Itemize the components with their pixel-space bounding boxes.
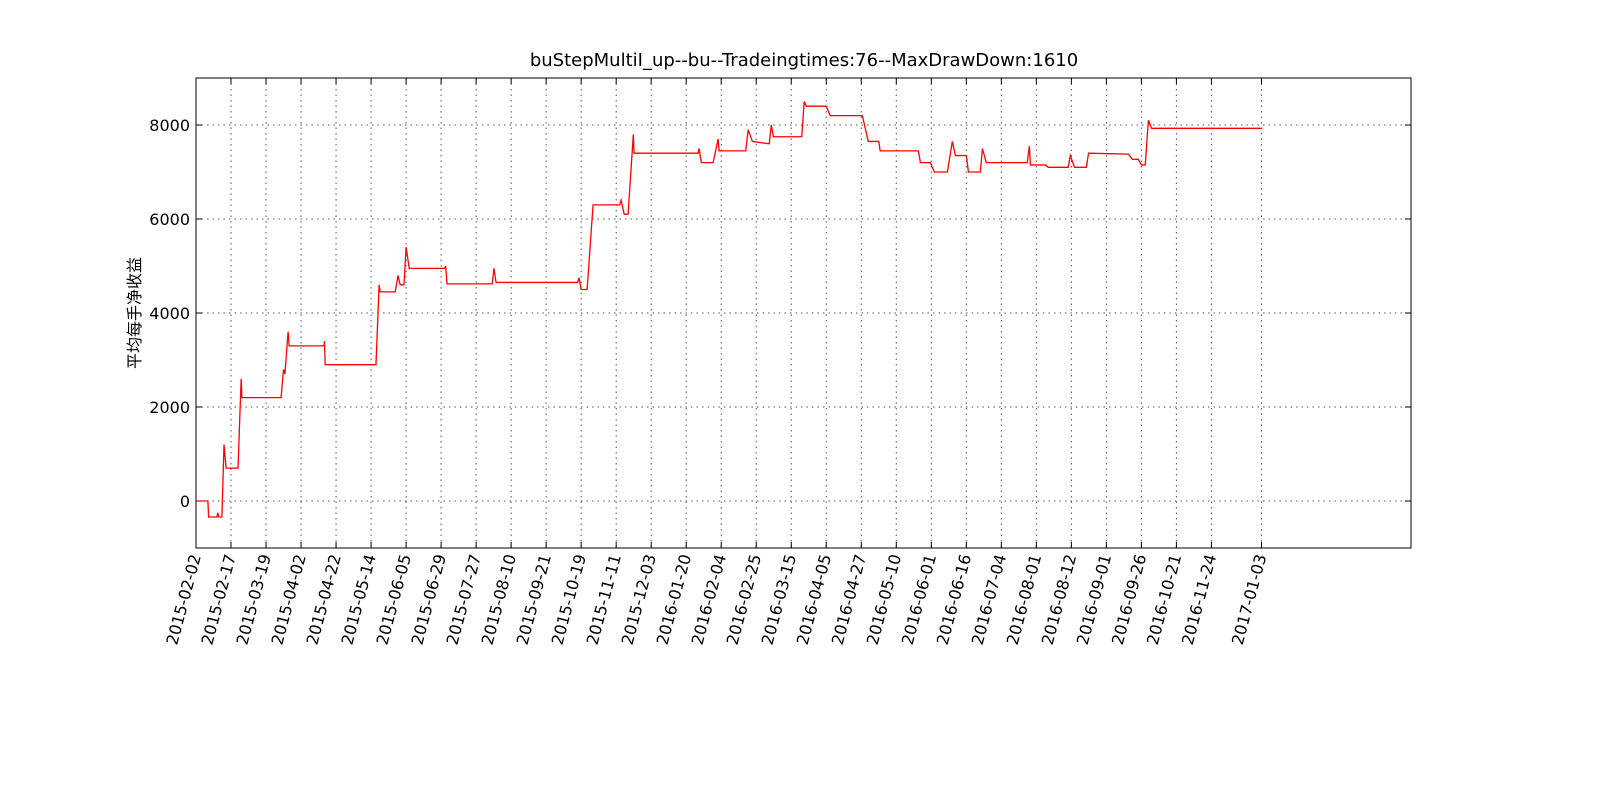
x-tick-label: 2015-10-19	[548, 552, 590, 647]
x-tick-label: 2016-08-01	[1003, 552, 1045, 647]
x-tick-label: 2015-11-11	[583, 552, 625, 647]
x-tick-label: 2016-02-25	[723, 552, 765, 647]
x-tick-label: 2016-06-16	[933, 552, 975, 647]
x-tick-label: 2015-07-27	[443, 552, 485, 647]
x-tick-label: 2015-06-29	[408, 552, 450, 647]
x-tick-label: 2016-07-04	[968, 552, 1010, 647]
x-tick-label: 2015-02-17	[197, 552, 239, 647]
y-tick-label: 0	[180, 492, 190, 511]
x-tick-label: 2015-04-02	[267, 552, 309, 647]
x-tick-label: 2016-09-26	[1108, 552, 1150, 647]
x-tick-label: 2015-06-05	[373, 552, 415, 647]
x-tick-label: 2015-05-14	[338, 552, 380, 647]
x-tick-label: 2016-04-27	[828, 552, 870, 647]
x-tick-label: 2016-09-01	[1073, 552, 1115, 647]
x-tick-label: 2016-05-10	[863, 552, 905, 647]
x-tick-label: 2015-04-22	[303, 552, 345, 647]
y-tick-label: 6000	[149, 210, 190, 229]
x-tick-label: 2015-12-03	[618, 552, 660, 647]
y-tick-label: 8000	[149, 116, 190, 135]
chart-title: buStepMultiI_up--bu--Tradeingtimes:76--M…	[530, 50, 1078, 71]
x-tick-label: 2016-10-21	[1143, 552, 1185, 647]
x-tick-label: 2017-01-03	[1228, 552, 1270, 647]
x-tick-label: 2015-08-10	[478, 552, 520, 647]
data-line	[196, 101, 1262, 518]
x-tick-label: 2016-02-04	[688, 552, 730, 647]
y-axis-label: 平均每手净收益	[125, 257, 144, 369]
y-tick-label: 4000	[149, 304, 190, 323]
x-tick-label: 2016-04-05	[793, 552, 835, 647]
x-tick-label: 2016-08-12	[1038, 552, 1080, 647]
x-tick-label: 2015-09-21	[513, 552, 555, 647]
x-tick-label: 2016-03-15	[758, 552, 800, 647]
x-tick-label: 2015-03-19	[232, 552, 274, 647]
plot-frame	[195, 77, 1412, 549]
x-tick-label: 2015-02-02	[162, 552, 204, 647]
y-tick-label: 2000	[149, 398, 190, 417]
x-tick-label: 2016-06-01	[898, 552, 940, 647]
x-tick-label: 2016-01-20	[653, 552, 695, 647]
x-tick-label: 2016-11-24	[1178, 552, 1220, 647]
